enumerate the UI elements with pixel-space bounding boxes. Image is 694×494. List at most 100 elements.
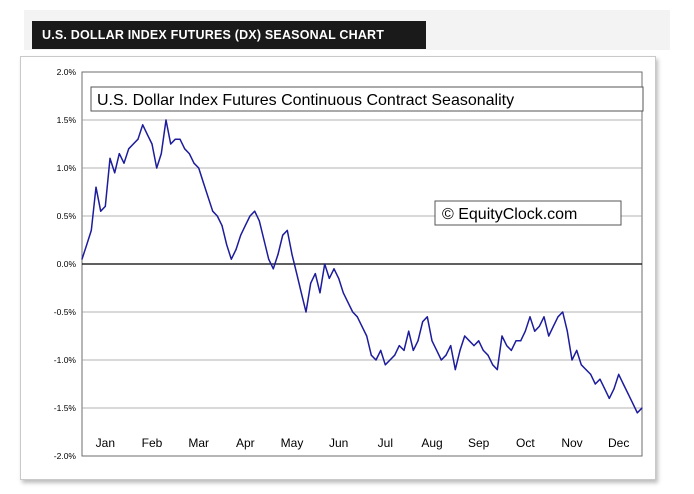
y-tick-label: -1.5% — [54, 403, 77, 413]
data-point — [137, 138, 139, 140]
data-point — [235, 249, 237, 251]
data-point — [422, 321, 424, 323]
data-point — [254, 210, 256, 212]
data-point — [538, 325, 540, 327]
data-point — [333, 268, 335, 270]
data-point — [221, 225, 223, 227]
data-point — [464, 335, 466, 337]
data-point — [81, 258, 83, 260]
data-point — [571, 359, 573, 361]
data-point — [165, 119, 167, 121]
data-point — [230, 258, 232, 260]
data-point — [506, 345, 508, 347]
data-point — [557, 316, 559, 318]
chart-banner: U.S. DOLLAR INDEX FUTURES (DX) SEASONAL … — [32, 21, 426, 49]
data-point — [258, 220, 260, 222]
y-axis-ticks: 2.0% 1.5% 1.0% 0.5% 0.0% -0.5% -1.0% -1.5% -2.0% — [54, 67, 77, 461]
data-point — [431, 340, 433, 342]
gridlines — [82, 119, 642, 409]
x-tick-label: Aug — [421, 436, 442, 450]
data-point — [548, 335, 550, 337]
data-point — [436, 349, 438, 351]
x-tick-label: Jun — [329, 436, 348, 450]
data-point — [114, 172, 116, 174]
data-point — [408, 330, 410, 332]
data-point — [473, 345, 475, 347]
data-point — [613, 388, 615, 390]
data-point — [590, 373, 592, 375]
watermark-box — [434, 200, 622, 226]
data-point — [501, 335, 503, 337]
data-point — [515, 340, 517, 342]
data-point — [585, 369, 587, 371]
data-point — [151, 143, 153, 145]
data-point — [627, 393, 629, 395]
data-point — [305, 311, 307, 313]
y-tick-label: 0.0% — [57, 259, 77, 269]
x-tick-label: Dec — [608, 436, 629, 450]
data-point — [198, 167, 200, 169]
data-point — [95, 186, 97, 188]
data-point — [300, 292, 302, 294]
data-point — [543, 316, 545, 318]
data-point — [286, 229, 288, 231]
y-tick-label: -2.0% — [54, 451, 77, 461]
data-point — [109, 157, 111, 159]
data-point — [426, 316, 428, 318]
data-point — [375, 359, 377, 361]
chart-title-box — [90, 86, 644, 112]
data-point — [622, 383, 624, 385]
data-point — [142, 124, 144, 126]
data-point — [380, 349, 382, 351]
data-point — [90, 229, 92, 231]
data-point — [562, 311, 564, 313]
data-point — [366, 335, 368, 337]
data-point — [263, 239, 265, 241]
data-point — [394, 354, 396, 356]
data-point — [310, 282, 312, 284]
x-tick-label: Feb — [142, 436, 163, 450]
data-point — [277, 253, 279, 255]
data-point — [604, 388, 606, 390]
data-point — [226, 244, 228, 246]
data-point — [123, 162, 125, 164]
y-tick-label: -1.0% — [54, 355, 77, 365]
data-point — [188, 153, 190, 155]
data-point — [170, 143, 172, 145]
data-point — [618, 373, 620, 375]
data-point — [361, 325, 363, 327]
data-point — [478, 340, 480, 342]
data-point — [632, 402, 634, 404]
x-tick-label: May — [281, 436, 304, 450]
data-point — [86, 244, 88, 246]
chart-title: U.S. Dollar Index Futures Continuous Con… — [97, 92, 514, 109]
data-point — [272, 268, 274, 270]
data-point — [128, 148, 130, 150]
data-point — [370, 354, 372, 356]
data-point — [212, 210, 214, 212]
data-point — [132, 143, 134, 145]
data-point — [529, 316, 531, 318]
data-point — [398, 345, 400, 347]
data-point — [291, 253, 293, 255]
data-point — [534, 330, 536, 332]
data-point — [268, 258, 270, 260]
y-tick-label: 1.0% — [57, 163, 77, 173]
data-point — [384, 364, 386, 366]
data-point — [347, 301, 349, 303]
data-point — [492, 364, 494, 366]
data-point — [459, 349, 461, 351]
data-point — [576, 349, 578, 351]
data-point — [160, 153, 162, 155]
data-point — [249, 215, 251, 217]
data-point — [524, 330, 526, 332]
data-point — [599, 378, 601, 380]
x-tick-label: Nov — [561, 436, 582, 450]
data-point — [216, 215, 218, 217]
data-point — [445, 354, 447, 356]
data-point — [328, 277, 330, 279]
x-axis-ticks: Jan Feb Mar Apr May Jun Jul Aug Sep Oct Nov Dec — [96, 436, 630, 450]
data-point — [179, 138, 181, 140]
data-point — [319, 292, 321, 294]
data-point — [487, 354, 489, 356]
